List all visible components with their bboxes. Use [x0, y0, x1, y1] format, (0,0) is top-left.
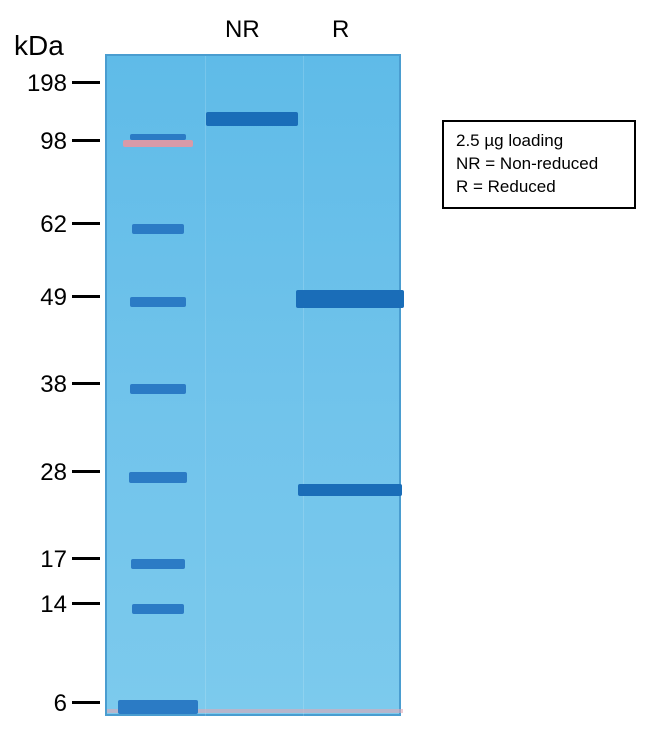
- gel-area: [105, 54, 401, 716]
- yaxis-tick-line: [72, 81, 100, 84]
- yaxis-tick-line: [72, 557, 100, 560]
- yaxis-tick-label: 98: [40, 128, 67, 156]
- yaxis-tick-line: [72, 602, 100, 605]
- yaxis-tick-line: [72, 701, 100, 704]
- lane-label: R: [332, 16, 349, 44]
- yaxis-tick-label: 17: [40, 546, 67, 574]
- yaxis-tick-label: 28: [40, 459, 67, 487]
- ladder-band: [132, 604, 184, 614]
- legend-line: 2.5 µg loading: [456, 130, 622, 153]
- ladder-band: [118, 700, 198, 714]
- yaxis-tick-line: [72, 382, 100, 385]
- ladder-band: [130, 384, 186, 394]
- yaxis-tick-line: [72, 139, 100, 142]
- ladder-band: [132, 224, 184, 234]
- yaxis-tick-label: 6: [54, 690, 67, 718]
- yaxis-title: kDa: [14, 30, 64, 62]
- yaxis-tick-label: 38: [40, 371, 67, 399]
- ladder-band: [131, 559, 185, 569]
- yaxis-tick-label: 14: [40, 591, 67, 619]
- ladder-band-marker: [123, 140, 193, 147]
- ladder-band: [130, 297, 186, 307]
- ladder-band: [129, 472, 187, 483]
- r-band: [296, 290, 404, 308]
- nr-band: [206, 112, 298, 126]
- legend-line: R = Reduced: [456, 176, 622, 199]
- gel-figure: kDa 198 98 62 49 38 28 17 14 6 NR R 2.5 µg loadin…: [0, 0, 650, 747]
- yaxis-tick-line: [72, 295, 100, 298]
- yaxis-tick-line: [72, 222, 100, 225]
- yaxis-tick-label: 62: [40, 211, 67, 239]
- r-band: [298, 484, 402, 496]
- yaxis-tick-line: [72, 470, 100, 473]
- lane-label: NR: [225, 16, 260, 44]
- legend-box: 2.5 µg loadingNR = Non-reducedR = Reduce…: [442, 120, 636, 209]
- lane-divider-2: [303, 56, 304, 718]
- yaxis-tick-label: 49: [40, 284, 67, 312]
- lane-divider-1: [205, 56, 206, 718]
- legend-line: NR = Non-reduced: [456, 153, 622, 176]
- yaxis-tick-label: 198: [27, 70, 67, 98]
